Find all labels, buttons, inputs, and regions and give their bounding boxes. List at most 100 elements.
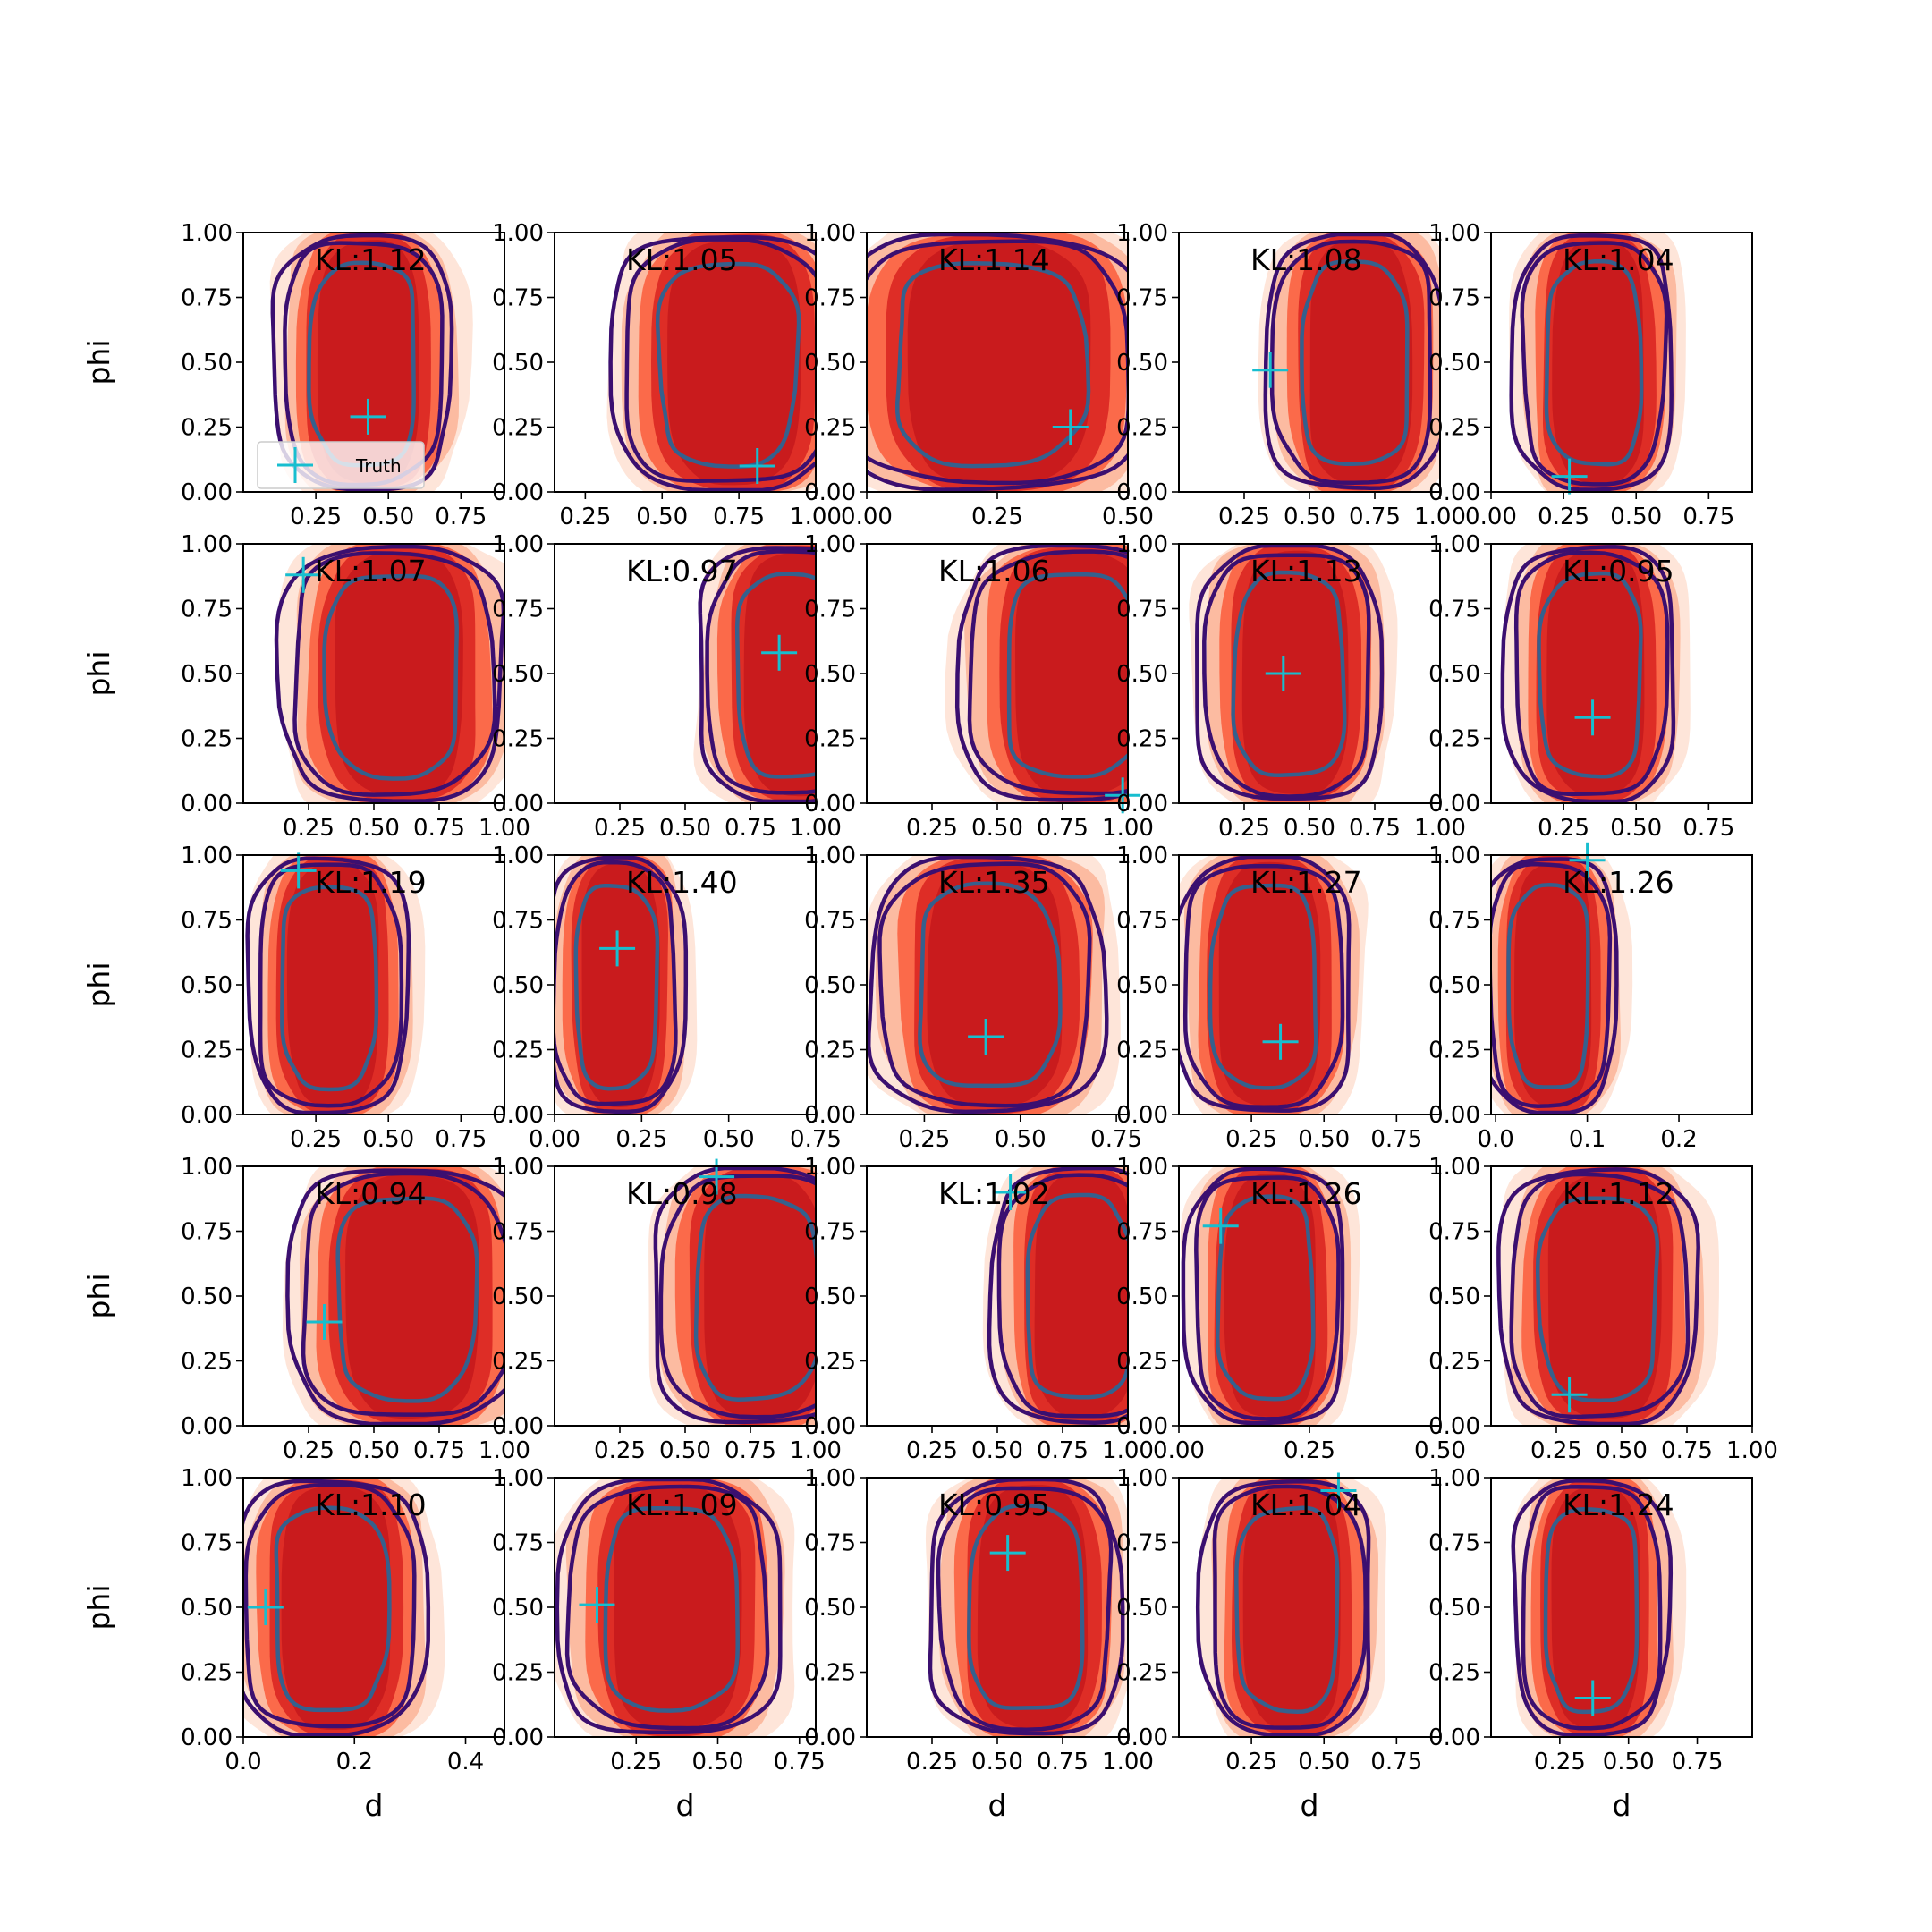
x-tick-label: 0.75 — [1349, 815, 1401, 842]
x-tick-label: 0.50 — [1596, 1437, 1648, 1464]
y-tick-label: 0.75 — [804, 1530, 856, 1557]
x-tick-label: 0.25 — [1218, 815, 1270, 842]
panel-13: 0.00 0.25 0.50 0.75 1.00 0.25 0.50 0.75 KL:1.35 — [804, 843, 1142, 1153]
x-tick-label: 0.25 — [290, 1126, 342, 1153]
y-tick-label: 1.00 — [1116, 531, 1168, 558]
y-tick-label: 0.25 — [181, 726, 233, 753]
x-tick-label: 0.50 — [1414, 1437, 1466, 1464]
y-tick-label: 0.50 — [1428, 350, 1480, 377]
y-tick-label: 1.00 — [804, 220, 856, 247]
x-tick-label: 1.00 — [790, 815, 842, 842]
y-tick-label: 0.50 — [492, 350, 544, 377]
x-tick-label: 0.75 — [724, 1437, 776, 1464]
kl-label: KL:1.27 — [1250, 865, 1362, 900]
x-tick-label: 0.75 — [1370, 1126, 1422, 1153]
panel-23-density — [925, 1478, 1128, 1737]
x-tick-label: 0.50 — [348, 1437, 400, 1464]
x-tick-label: 0.75 — [435, 1126, 487, 1153]
y-tick-label: 0.00 — [1116, 1102, 1168, 1129]
x-tick-label: 0.25 — [290, 504, 342, 530]
y-tick-label: 0.75 — [492, 1530, 544, 1557]
y-tick-label: 0.25 — [804, 415, 856, 442]
y-tick-label: 0.75 — [1428, 1219, 1480, 1246]
panel-19-density — [1180, 1166, 1360, 1426]
panel-12-density — [555, 855, 698, 1114]
y-tick-label: 0.00 — [492, 479, 544, 506]
contour-middle — [243, 1483, 417, 1729]
y-tick-label: 0.75 — [492, 1219, 544, 1246]
kl-label: KL:1.04 — [1250, 1487, 1362, 1522]
x-tick-label: 0.00 — [1153, 1437, 1205, 1464]
x-tick-label: 1.00 — [1414, 815, 1466, 842]
contour-outer — [1511, 1479, 1674, 1737]
contour-outer — [867, 855, 1109, 1114]
contour-inner — [603, 1505, 740, 1713]
y-tick-label: 0.00 — [492, 1724, 544, 1751]
kl-label: KL:1.12 — [315, 242, 427, 277]
x-tick-label: 0.75 — [1682, 815, 1734, 842]
y-tick-label: 0.75 — [804, 1219, 856, 1246]
y-tick-label: 0.75 — [804, 908, 856, 935]
contour-middle — [292, 551, 497, 797]
panel-8-density — [945, 544, 1128, 803]
y-tick-label: 0.50 — [804, 1595, 856, 1622]
contour-middle — [877, 861, 1092, 1108]
contour-outer — [274, 544, 504, 803]
kl-label: KL:1.10 — [315, 1487, 427, 1522]
panel-18: 0.00 0.25 0.50 0.75 1.00 0.25 0.50 0.75 1.00 KL:1… — [804, 1154, 1154, 1464]
y-tick-label: 0.00 — [1428, 479, 1480, 506]
x-tick-label: 0.25 — [1538, 815, 1589, 842]
contour-middle — [658, 1174, 816, 1419]
kl-label: KL:1.12 — [1563, 1176, 1674, 1211]
y-tick-label: 0.50 — [492, 661, 544, 688]
y-tick-label: 0.00 — [804, 791, 856, 818]
contour-middle — [1520, 241, 1669, 487]
density-level-5 — [1034, 1174, 1128, 1418]
x-tick-label: 0.0 — [225, 1749, 261, 1775]
contour-outer — [1509, 233, 1674, 492]
truth-marker — [761, 634, 798, 671]
truth-marker — [247, 1589, 284, 1625]
panel-4-density — [1258, 233, 1440, 492]
y-tick-label: 0.25 — [1116, 415, 1168, 442]
panel-19: 0.00 0.25 0.50 0.75 1.00 0.00 0.25 0.50 KL:1.26 — [1116, 1154, 1466, 1464]
kl-label: KL:0.97 — [626, 554, 738, 589]
y-tick-label: 0.00 — [1116, 1413, 1168, 1440]
contour-middle — [624, 237, 816, 483]
y-tick-label: 0.25 — [1428, 1349, 1480, 1376]
y-tick-label: 0.25 — [181, 1660, 233, 1687]
x-tick-label: 1.00 — [1102, 1437, 1154, 1464]
y-tick-label: 1.00 — [1428, 220, 1480, 247]
contour-middle — [936, 1486, 1114, 1732]
y-tick-label: 0.00 — [181, 1724, 233, 1751]
density-level-5 — [927, 862, 1063, 1106]
y-tick-label: 0.75 — [1116, 1219, 1168, 1246]
truth-marker — [1252, 352, 1289, 388]
kl-label: KL:1.14 — [938, 242, 1050, 277]
y-tick-label: 0.00 — [804, 1413, 856, 1440]
x-tick-label: 0.1 — [1569, 1126, 1606, 1153]
x-tick-label: 0.25 — [610, 1749, 662, 1775]
density-level-5 — [977, 1485, 1089, 1729]
contour-inner — [1234, 1505, 1340, 1715]
contour-outer — [555, 1478, 783, 1735]
kl-label: KL:1.09 — [626, 1487, 738, 1522]
x-tick-label: 0.75 — [1661, 1437, 1713, 1464]
x-tick-label: 0.50 — [659, 1437, 711, 1464]
contour-inner — [1300, 259, 1410, 466]
x-axis-label: d — [988, 1788, 1007, 1823]
contour-middle — [1269, 239, 1433, 485]
density-level-5 — [317, 240, 419, 484]
y-tick-label: 0.25 — [492, 1349, 544, 1376]
density-level-5 — [704, 1174, 816, 1418]
x-tick-label: 0.2 — [1660, 1126, 1697, 1153]
x-tick-label: 0.50 — [348, 815, 400, 842]
x-tick-label: 0.75 — [1672, 1749, 1724, 1775]
x-tick-label: 0.50 — [1298, 1749, 1350, 1775]
x-tick-label: 0.75 — [774, 1749, 826, 1775]
kl-label: KL:1.13 — [1250, 554, 1362, 589]
contour-inner — [1544, 258, 1644, 467]
contour-inner — [967, 1503, 1085, 1710]
x-tick-label: 0.25 — [1530, 1437, 1582, 1464]
kl-label: KL:0.95 — [1563, 554, 1674, 589]
